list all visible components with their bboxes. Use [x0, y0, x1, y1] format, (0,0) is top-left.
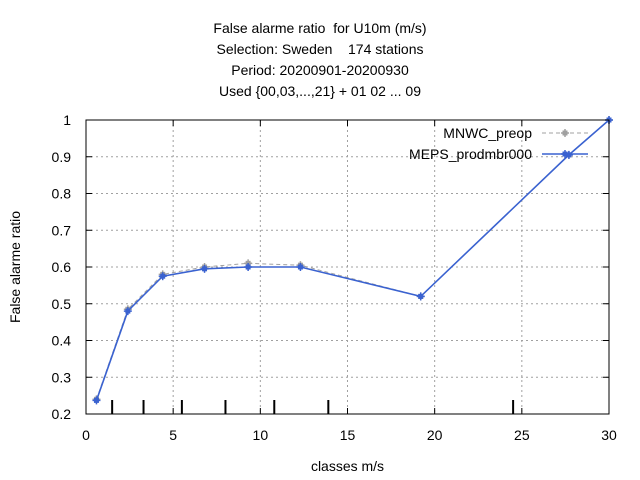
chart-title-line-4: Used {00,03,...,21} + 01 02 ... 09	[219, 83, 421, 99]
x-tick-label: 25	[514, 427, 530, 443]
data-point-box	[562, 130, 568, 136]
data-point	[416, 292, 425, 301]
x-tick-label: 5	[169, 427, 177, 443]
grid	[86, 120, 609, 414]
data-point-box	[125, 308, 131, 314]
data-point-box	[297, 264, 303, 270]
data-point-box	[418, 293, 424, 299]
legend-label: MEPS_prodmbr000	[409, 146, 532, 162]
y-tick-label: 0.7	[52, 222, 72, 238]
series-lines	[92, 116, 613, 405]
y-tick-label: 1	[63, 112, 71, 128]
data-point	[561, 150, 569, 158]
y-tick-label: 0.9	[52, 149, 72, 165]
y-tick-label: 0.6	[52, 259, 72, 275]
data-point-box	[202, 266, 208, 272]
chart-title-line-3: Period: 20200901-20200930	[231, 62, 409, 78]
x-tick-label: 0	[82, 427, 90, 443]
class-boundary-marks	[111, 400, 515, 414]
x-tick-label: 30	[601, 427, 617, 443]
data-point-box	[160, 273, 166, 279]
x-tick-label: 10	[253, 427, 269, 443]
series-mnwc-preop	[92, 116, 613, 404]
y-tick-label: 0.8	[52, 186, 72, 202]
chart-title-line-2: Selection: Sweden 174 stations	[216, 41, 424, 57]
data-point	[296, 263, 305, 271]
data-point	[561, 129, 569, 137]
series-meps-prodmbr000	[92, 116, 613, 405]
data-point-box	[93, 397, 99, 403]
axis-ticks: 0 5 10 15 20 25 30 0.2 0.3 0.4 0.5 0.6 0.7 0.8 0.9 1	[52, 112, 617, 443]
data-point	[92, 396, 101, 405]
data-point	[123, 307, 132, 316]
y-tick-label: 0.4	[52, 333, 72, 349]
x-tick-label: 15	[340, 427, 356, 443]
y-tick-label: 0.5	[52, 296, 72, 312]
chart-title-line-1: False alarme ratio for U10m (m/s)	[213, 20, 427, 36]
y-axis-label: False alarme ratio	[7, 211, 23, 323]
y-tick-label: 0.2	[52, 406, 72, 422]
data-point	[244, 263, 253, 271]
data-point-box	[245, 264, 251, 270]
legend-label: MNWC_preop	[443, 125, 532, 141]
data-point-box	[562, 151, 568, 157]
y-tick-label: 0.3	[52, 369, 72, 385]
data-point-box	[566, 152, 572, 158]
data-point	[200, 264, 209, 273]
legend: MNWC_preop MEPS_prodmbr000	[409, 125, 588, 162]
data-point	[158, 272, 167, 281]
x-axis-label: classes m/s	[311, 458, 384, 474]
x-tick-label: 20	[427, 427, 443, 443]
